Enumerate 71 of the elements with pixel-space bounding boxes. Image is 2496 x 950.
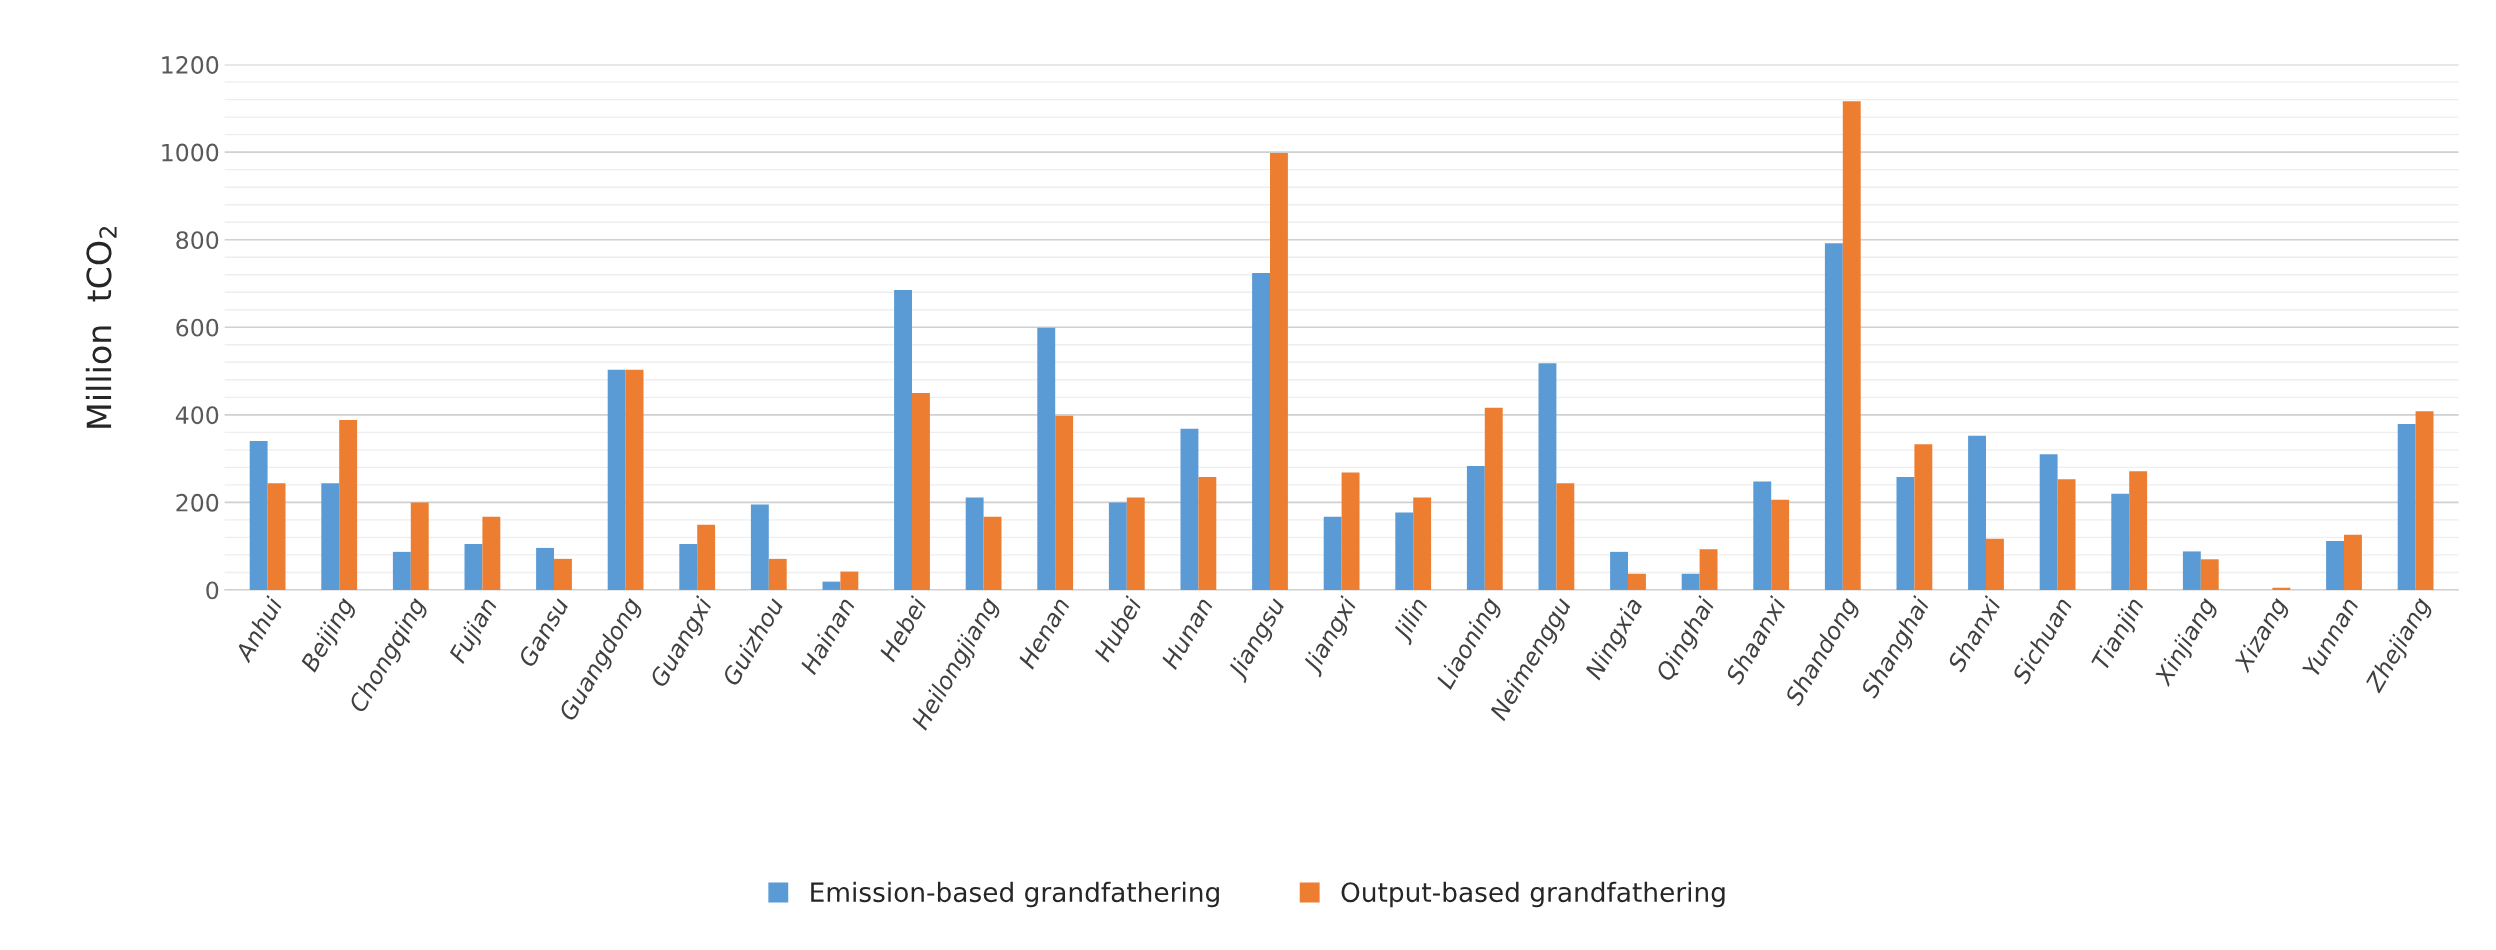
bar: [983, 516, 1002, 590]
y-tick-label: 1200: [162, 56, 219, 74]
bar: [1341, 472, 1360, 590]
bar: [1771, 499, 1790, 590]
bar: [1108, 502, 1127, 590]
bar: [1323, 516, 1342, 590]
y-tick-label: 400: [175, 406, 219, 425]
bar: [2057, 479, 2076, 590]
bar: [410, 502, 429, 590]
bar: [2200, 559, 2219, 590]
bar: [1180, 428, 1199, 590]
bar: [1252, 272, 1270, 590]
bar: [2272, 587, 2291, 590]
bar: [1628, 573, 1646, 590]
legend-label: Output-based grandfathering: [1341, 881, 1725, 908]
bar: [1610, 551, 1628, 590]
y-tick-label: 200: [176, 493, 219, 512]
bar: [679, 543, 698, 590]
bar: [1699, 549, 1718, 590]
bar: [697, 524, 716, 590]
bar: [894, 290, 912, 590]
bar: [1968, 435, 1986, 590]
bar: [1198, 477, 1217, 590]
bar: [1484, 407, 1503, 590]
bar: [2039, 454, 2058, 590]
bar: [321, 483, 340, 590]
bar: [482, 516, 501, 590]
bar: [2182, 551, 2201, 590]
bar: [1824, 243, 1843, 590]
bar: [1538, 363, 1557, 590]
bar: [2397, 424, 2416, 590]
bar: [768, 558, 787, 590]
y-tick-label: 600: [176, 318, 219, 337]
bar: [2111, 493, 2130, 590]
bar: [822, 581, 841, 590]
bar: [1914, 444, 1933, 590]
bar: [2344, 534, 2362, 590]
bar: [1413, 497, 1432, 590]
bar: [2129, 471, 2148, 590]
bar: [1270, 153, 1288, 590]
legend-label: Emission-based grandfathering: [811, 881, 1219, 908]
bar: [267, 483, 286, 590]
bar: [1556, 483, 1575, 590]
bar: [625, 369, 644, 590]
bar: [1055, 415, 1074, 590]
bar: [1896, 477, 1915, 590]
y-tick-label: 800: [176, 231, 219, 250]
bar: [1126, 497, 1145, 590]
bar: [2415, 411, 2434, 590]
bar: [750, 504, 769, 590]
y-tick-label: 1000: [162, 143, 219, 162]
bar: [2326, 540, 2344, 590]
bar: [392, 551, 411, 590]
y-axis-title: Million tCO$_{2}$: [85, 227, 117, 428]
bar: [1466, 466, 1485, 590]
bar: [1681, 573, 1700, 590]
bar: [912, 392, 930, 590]
bar: [1753, 481, 1772, 590]
bar: [607, 369, 626, 590]
bar: [554, 558, 572, 590]
bar: [1037, 327, 1056, 590]
bar: [1842, 101, 1861, 590]
bar: [840, 571, 859, 590]
bar: [965, 497, 984, 590]
bar: [464, 543, 483, 590]
bar: [1395, 512, 1414, 590]
bar: [536, 547, 554, 590]
y-tick-label: 0: [206, 581, 219, 600]
bar: [249, 441, 268, 590]
bar: [339, 420, 358, 590]
bar: [1986, 538, 2004, 590]
